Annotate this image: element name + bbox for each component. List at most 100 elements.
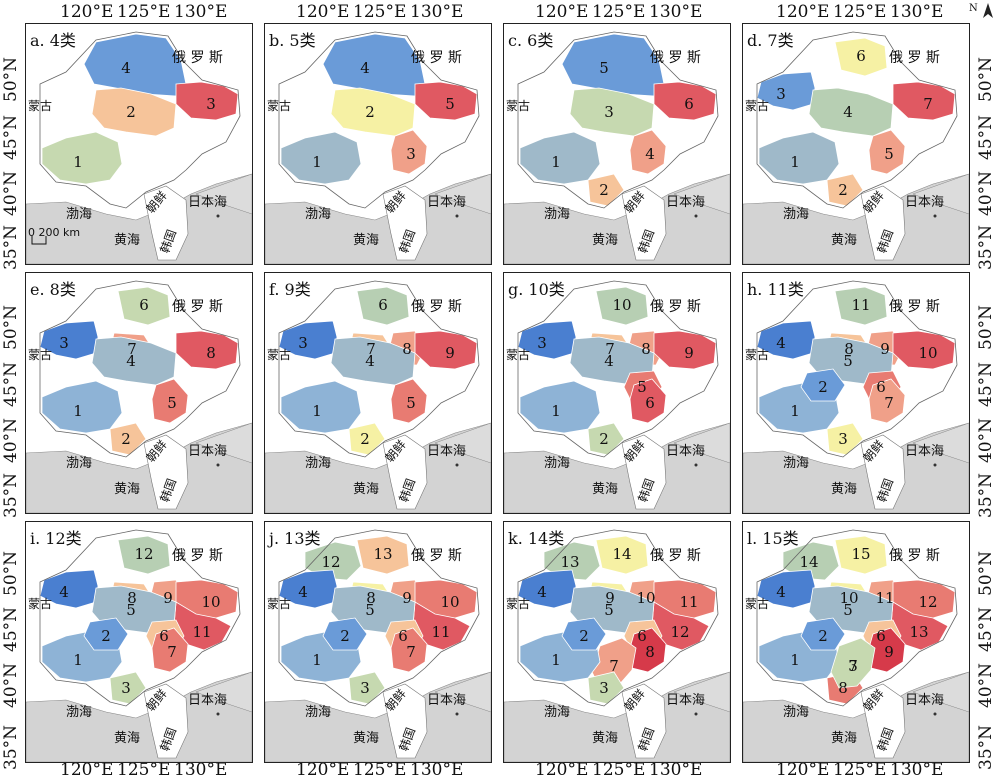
region-number: 1 bbox=[312, 153, 322, 171]
region-number: 10 bbox=[440, 593, 459, 611]
label-mongolia: 蒙古 bbox=[28, 596, 52, 611]
panel-label: f. 9类 bbox=[269, 280, 311, 299]
island-dot-icon bbox=[455, 712, 459, 716]
label-mongolia: 蒙古 bbox=[267, 98, 291, 113]
study-area-outline bbox=[756, 529, 958, 707]
region-number: 9 bbox=[402, 589, 412, 607]
island-dot-icon bbox=[216, 463, 220, 467]
region-4 bbox=[91, 336, 177, 386]
label-russia: 俄 罗 斯 bbox=[889, 50, 940, 66]
region-5 bbox=[151, 378, 189, 424]
region-number: 10 bbox=[636, 589, 655, 607]
sea-area bbox=[265, 422, 491, 513]
lat-label-right-r2-45: 45°N bbox=[976, 361, 996, 407]
region-number: 5 bbox=[637, 378, 647, 396]
region-number: 14 bbox=[612, 545, 631, 563]
region-7 bbox=[390, 627, 428, 673]
sea-area bbox=[743, 173, 969, 264]
label-sea-yellow: 黄海 bbox=[592, 731, 618, 746]
lon-label-top-4-120: 120°E bbox=[776, 2, 830, 22]
region-number: 3 bbox=[838, 430, 848, 448]
lon-label-bottom-4-130: 130°E bbox=[890, 760, 944, 780]
region-6 bbox=[834, 37, 888, 77]
map-panel-k: 14 13 4 9 10 11 12 5 6 8 7 1 2 3 俄 罗 斯蒙古 朝鲜 韩国 日本海 黄海 渤海 k. … bbox=[503, 521, 731, 763]
region-3 bbox=[830, 637, 876, 689]
region-14 bbox=[595, 535, 649, 575]
region-number: 9 bbox=[605, 589, 615, 607]
lat-label-right-r2-40: 40°N bbox=[976, 417, 996, 463]
panel-label: l. 15类 bbox=[747, 529, 799, 548]
lat-label-left-r1-50: 50°N bbox=[1, 56, 21, 102]
region-7 bbox=[892, 81, 956, 121]
label-sea-japan: 日本海 bbox=[427, 444, 466, 459]
map-panel-i: 12 4 8 9 10 11 5 6 7 1 2 3 俄 罗 斯蒙古 朝鲜 韩国 日本海 黄海 渤海 i. 12类 bbox=[25, 521, 253, 763]
label-sea-bohai: 渤海 bbox=[305, 704, 331, 720]
lon-label-top-3-120: 120°E bbox=[535, 2, 589, 22]
label-russia: 俄 罗 斯 bbox=[650, 548, 701, 564]
region-6 bbox=[653, 81, 717, 121]
lat-label-right-r1-35: 35°N bbox=[976, 224, 996, 270]
lon-label-bottom-3-120: 120°E bbox=[535, 760, 589, 780]
label-russia: 俄 罗 斯 bbox=[411, 299, 462, 315]
region-number: 4 bbox=[843, 103, 853, 121]
region-3 bbox=[569, 87, 655, 137]
region-number: 1 bbox=[73, 402, 83, 420]
region-5 bbox=[390, 378, 428, 424]
label-russia: 俄 罗 斯 bbox=[411, 548, 462, 564]
lat-label-right-r3-45: 45°N bbox=[976, 606, 996, 652]
japan-sea-coast bbox=[195, 671, 252, 713]
lat-label-left-r2-45: 45°N bbox=[1, 361, 21, 407]
lat-label-right-r2-50: 50°N bbox=[976, 304, 996, 350]
sea-area bbox=[743, 422, 969, 513]
label-sea-japan: 日本海 bbox=[427, 693, 466, 708]
label-sea-bohai: 渤海 bbox=[66, 206, 92, 222]
lon-label-top-2-120: 120°E bbox=[296, 2, 350, 22]
region-number: 4 bbox=[604, 352, 614, 370]
lon-label-bottom-4-120: 120°E bbox=[776, 760, 830, 780]
label-sea-japan: 日本海 bbox=[188, 444, 227, 459]
korea-peninsula bbox=[382, 683, 428, 759]
label-mongolia: 蒙古 bbox=[267, 347, 291, 362]
sea-area bbox=[26, 422, 252, 513]
lon-label-bottom-4-125: 125°E bbox=[833, 760, 887, 780]
panel-label: d. 7类 bbox=[747, 31, 794, 50]
region-number: 3 bbox=[537, 334, 547, 352]
region-number: 5 bbox=[599, 59, 609, 77]
label-sea-japan: 日本海 bbox=[666, 195, 705, 210]
lon-label-top-1-125: 125°E bbox=[117, 2, 171, 22]
label-sea-yellow: 黄海 bbox=[353, 233, 379, 248]
region-number: 1 bbox=[73, 153, 83, 171]
region-number: 3 bbox=[599, 679, 609, 697]
island-dot-icon bbox=[216, 214, 220, 218]
lat-label-right-r1-45: 45°N bbox=[976, 114, 996, 160]
sea-area bbox=[504, 173, 730, 264]
korea-peninsula bbox=[621, 185, 667, 261]
label-sea-yellow: 黄海 bbox=[592, 482, 618, 497]
region-number: 6 bbox=[684, 95, 694, 113]
lat-label-left-r3-40: 40°N bbox=[1, 662, 21, 708]
region-12 bbox=[117, 535, 171, 575]
region-1 bbox=[41, 380, 123, 434]
region-number: 1 bbox=[312, 402, 322, 420]
lon-label-top-2-130: 130°E bbox=[410, 2, 464, 22]
region-4 bbox=[330, 336, 416, 386]
sea-area bbox=[265, 671, 491, 762]
region-number: 7 bbox=[605, 340, 615, 358]
sea-area bbox=[26, 671, 252, 762]
study-area-outline bbox=[278, 529, 480, 707]
label-mongolia: 蒙古 bbox=[28, 98, 52, 113]
region-6 bbox=[629, 378, 667, 424]
region-2 bbox=[330, 87, 416, 137]
study-area-outline bbox=[756, 280, 958, 458]
study-area-outline bbox=[517, 31, 719, 209]
region-number: 3 bbox=[206, 95, 216, 113]
region-number: 13 bbox=[560, 553, 579, 571]
label-russia: 俄 罗 斯 bbox=[172, 50, 223, 66]
label-sea-japan: 日本海 bbox=[666, 444, 705, 459]
label-russia: 俄 罗 斯 bbox=[172, 299, 223, 315]
label-sea-yellow: 黄海 bbox=[831, 731, 857, 746]
